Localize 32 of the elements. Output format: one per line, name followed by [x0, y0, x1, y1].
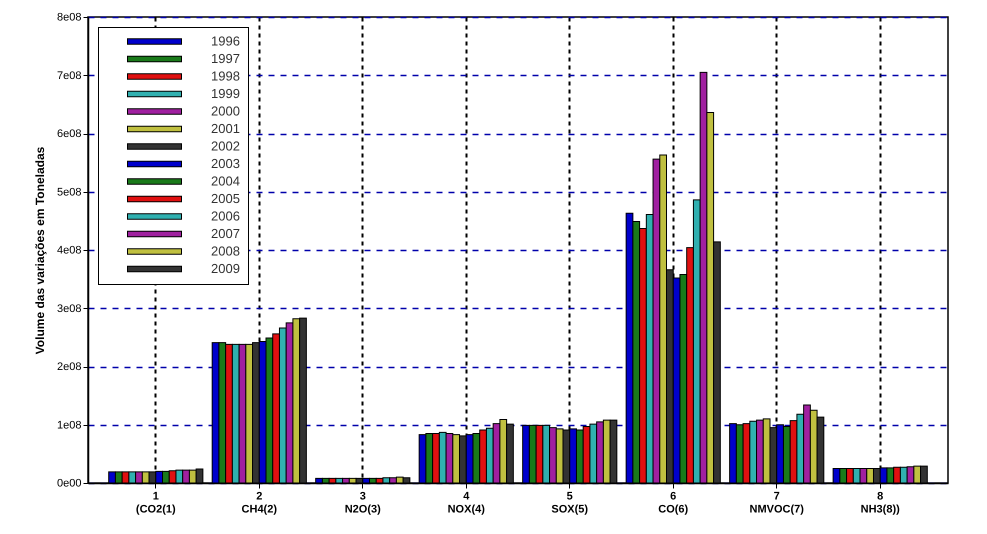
x-tick-label: 3 N2O(3): [344, 490, 382, 516]
legend-label: 1997: [211, 51, 240, 66]
legend-label: 2007: [211, 226, 240, 241]
legend-label: 1999: [211, 86, 240, 101]
legend-label: 2000: [211, 104, 240, 118]
legend-label: 2002: [211, 138, 240, 154]
y-tick-label: 1e08: [57, 419, 82, 432]
legend-label: 2009: [211, 261, 240, 276]
legend-label: 1996: [211, 34, 240, 48]
y-tick-label: 5e08: [57, 186, 82, 198]
legend-label: 2003: [211, 156, 240, 171]
legend-label: 2008: [211, 244, 240, 258]
x-tick-label: 8 NH3(8)): [860, 490, 900, 516]
y-tick-label: 6e08: [57, 128, 82, 140]
x-tick-label: 7 NMVOC(7): [750, 490, 804, 516]
legend-label: 2005: [211, 191, 240, 206]
x-tick-label: 4 NOX(4): [448, 490, 486, 516]
x-tick-label: 1 (CO2(1): [136, 490, 176, 516]
y-tick-label: 4e08: [57, 244, 82, 256]
y-tick-label: 0e00: [57, 478, 82, 490]
y-tick-label: 3e08: [57, 302, 82, 315]
y-axis-title: Volume das variações em Toneladas: [33, 146, 48, 354]
x-tick-label: 2 CH4(2): [242, 490, 278, 516]
y-tick-label: 7e08: [57, 70, 82, 82]
legend-label: 2004: [211, 174, 240, 188]
legend-label: 2001: [211, 121, 240, 136]
y-tick-label: 8e08: [57, 12, 82, 24]
legend-label: 1998: [211, 68, 240, 84]
y-tick-label: 2e08: [57, 361, 82, 373]
legend-label: 2006: [211, 208, 240, 224]
x-tick-label: 6 CO(6): [658, 490, 689, 516]
x-tick-label: 5 SOX(5): [551, 490, 588, 516]
